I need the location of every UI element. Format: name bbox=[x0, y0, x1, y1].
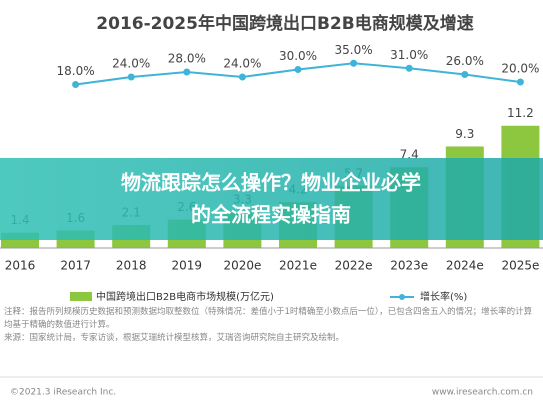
x-tick-label: 2020e bbox=[223, 259, 261, 273]
x-tick-label: 2025e bbox=[501, 259, 539, 273]
x-tick-label: 2024e bbox=[446, 259, 484, 273]
data-label: 35.0% bbox=[335, 43, 373, 57]
x-tick-label: 2017 bbox=[60, 259, 91, 273]
data-label: 24.0% bbox=[112, 57, 150, 71]
footer-left: ©2021.3 iResearch Inc. bbox=[10, 388, 116, 398]
banner bbox=[0, 158, 543, 240]
data-label: 9.3 bbox=[455, 127, 474, 141]
x-tick-label: 2021e bbox=[279, 259, 317, 273]
point bbox=[294, 66, 302, 73]
data-label: 11.2 bbox=[507, 106, 534, 120]
x-tick-label: 2019 bbox=[172, 259, 203, 273]
legend-label: 中国跨境出口B2B电商市场规模(万亿元) bbox=[96, 290, 274, 303]
point bbox=[461, 71, 469, 78]
data-label: 18.0% bbox=[57, 64, 95, 78]
legend-label: 增长率(%) bbox=[420, 290, 467, 303]
legend-swatch bbox=[399, 294, 405, 300]
data-label: 31.0% bbox=[390, 48, 428, 62]
point bbox=[350, 59, 358, 67]
point bbox=[238, 73, 246, 81]
data-label: 30.0% bbox=[279, 49, 317, 63]
point bbox=[516, 78, 524, 86]
legend-swatch bbox=[70, 292, 92, 301]
data-label: 20.0% bbox=[501, 62, 539, 76]
point bbox=[127, 73, 135, 81]
data-label: 28.0% bbox=[168, 52, 206, 66]
note: 注释：报告所列规模历史数据和预测数据均取整数位（特殊情况：差值小于1时精确至小数… bbox=[4, 307, 533, 330]
point bbox=[405, 64, 413, 72]
chart-title: 2016-2025年中国跨境出口B2B电商规模及增速 bbox=[96, 13, 473, 34]
point bbox=[72, 81, 80, 88]
data-label: 26.0% bbox=[446, 54, 484, 68]
notes: 注释：报告所列规模历史数据和预测数据均取整数位（特殊情况：差值小于1时精确至小数… bbox=[4, 307, 533, 343]
x-tick-label: 2016 bbox=[5, 259, 36, 273]
x-tick-label: 2023e bbox=[390, 259, 428, 273]
data-label: 24.0% bbox=[223, 57, 261, 71]
x-tick-label: 2022e bbox=[335, 259, 373, 273]
x-tick-label: 2018 bbox=[116, 259, 147, 273]
point bbox=[183, 68, 191, 76]
note: 来源：国家统计局，专家访谈，根据艾瑞统计模型核算，艾瑞咨询研究院自主研究及绘制。 bbox=[4, 333, 345, 343]
banner-text: 物流跟踪怎么操作？物业企业必学 bbox=[121, 171, 421, 195]
footer-right: www.iresearch.com.cn bbox=[432, 388, 533, 398]
banner-text: 的全流程实操指南 bbox=[191, 203, 351, 227]
